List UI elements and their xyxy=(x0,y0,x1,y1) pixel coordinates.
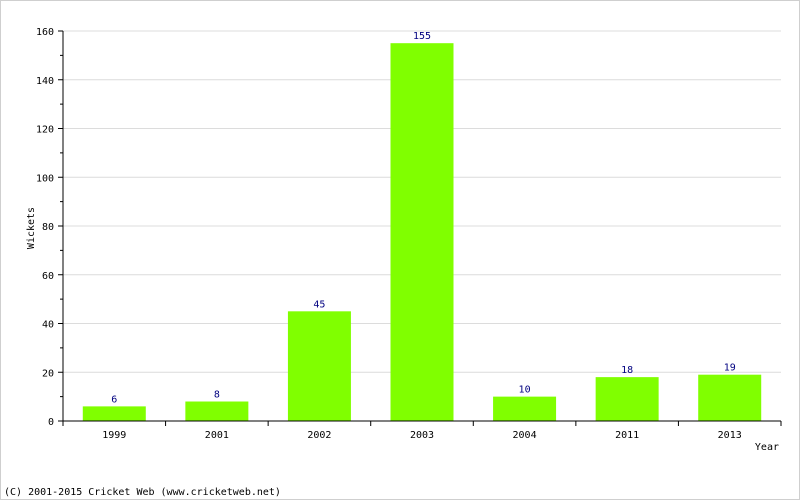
bar-value-label: 155 xyxy=(413,31,431,42)
y-axis-title: Wickets xyxy=(26,207,37,249)
bar xyxy=(595,377,659,421)
x-tick-label: 2001 xyxy=(205,430,229,441)
y-tick-label: 20 xyxy=(42,368,54,379)
bar xyxy=(390,43,454,421)
bar-value-label: 6 xyxy=(111,394,117,405)
y-tick-label: 140 xyxy=(36,76,54,87)
y-tick-label: 40 xyxy=(42,320,54,331)
bar-value-label: 8 xyxy=(214,390,220,401)
x-tick-label: 2003 xyxy=(410,430,434,441)
data-labels: 6 8 45 155 10 18 19 xyxy=(111,31,735,405)
bar-value-label: 19 xyxy=(724,363,736,374)
bar xyxy=(698,374,762,421)
x-ticks: 1999 2001 2002 2003 2004 2011 2013 xyxy=(62,421,782,441)
bar-value-label: 10 xyxy=(519,385,531,396)
x-tick-label: 2013 xyxy=(718,430,742,441)
x-tick-label: 2002 xyxy=(307,430,331,441)
x-tick-label: 2011 xyxy=(615,430,639,441)
y-tick-label: 80 xyxy=(42,222,54,233)
bars xyxy=(82,43,762,421)
y-ticks: 0 20 40 60 80 100 120 140 160 xyxy=(36,27,63,428)
bar-value-label: 18 xyxy=(621,365,633,376)
bar xyxy=(185,401,249,421)
x-tick-label: 1999 xyxy=(102,430,126,441)
x-axis-title: Year xyxy=(755,442,779,453)
copyright-text: (C) 2001-2015 Cricket Web (www.cricketwe… xyxy=(4,487,281,498)
y-tick-label: 160 xyxy=(36,27,54,38)
bar xyxy=(493,396,557,421)
bar xyxy=(82,406,146,421)
bar xyxy=(287,311,351,421)
bar-value-label: 45 xyxy=(313,299,325,310)
y-tick-label: 100 xyxy=(36,173,54,184)
y-tick-label: 60 xyxy=(42,271,54,282)
y-tick-label: 0 xyxy=(48,417,54,428)
x-tick-label: 2004 xyxy=(513,430,537,441)
y-tick-label: 120 xyxy=(36,125,54,136)
